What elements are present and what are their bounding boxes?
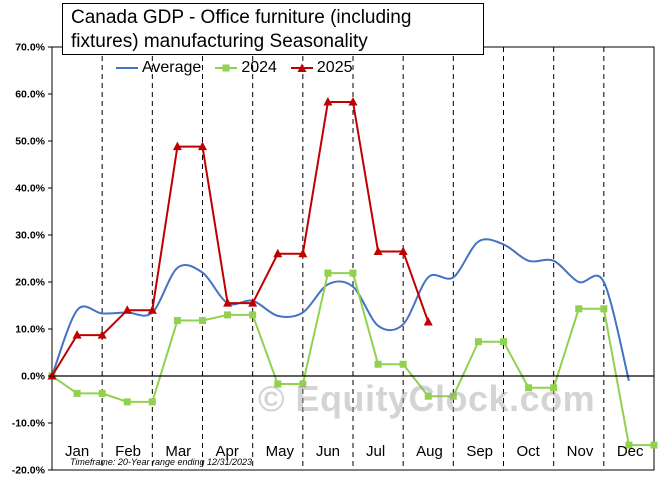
- y-tick-label: 50.0%: [15, 136, 45, 148]
- series-2024-point: [349, 269, 357, 277]
- timeframe-footnote: Timeframe: 20-Year range ending 12/31/20…: [70, 457, 253, 467]
- x-tick-label: Dec: [617, 443, 644, 460]
- series-2024-point: [550, 384, 558, 392]
- chart-title: Canada GDP - Office furniture (including…: [62, 3, 484, 55]
- x-tick-label: Mar: [165, 443, 191, 460]
- series-2024-point: [625, 441, 633, 449]
- x-tick-label: Apr: [216, 443, 239, 460]
- series-2024-point: [324, 269, 332, 277]
- x-tick-label: Nov: [567, 443, 594, 460]
- y-tick-label: 20.0%: [15, 277, 45, 289]
- series-2024-point: [374, 360, 382, 368]
- y-tick-label: 60.0%: [15, 89, 45, 101]
- series-2025-point: [348, 96, 358, 106]
- series-2024-point: [449, 392, 457, 400]
- legend-average-swatch: [116, 67, 138, 69]
- legend: Average 2024 2025: [116, 58, 353, 78]
- chart-title-line-2: fixtures) manufacturing Seasonality: [71, 31, 368, 52]
- x-tick-label: Feb: [115, 443, 141, 460]
- series-2024-point: [148, 398, 156, 406]
- x-tick-label: Jul: [366, 443, 385, 460]
- series-2024-point: [274, 380, 282, 388]
- series-2025-line: [51, 100, 430, 377]
- legend-2024-label: 2024: [241, 59, 277, 76]
- series-2025-point: [248, 298, 258, 307]
- series-2024-point: [98, 389, 106, 397]
- series-2025-point: [323, 96, 333, 106]
- legend-item-average: Average: [116, 59, 201, 77]
- average-series: [51, 238, 630, 381]
- series-2024-point: [123, 398, 131, 406]
- series-2025-point: [198, 141, 207, 151]
- series-2025-point: [273, 248, 283, 258]
- series-2025-point: [398, 246, 408, 255]
- series-2025-point: [373, 246, 383, 255]
- series-2024-point: [650, 441, 658, 449]
- y-tick-label: -10.0%: [12, 418, 46, 430]
- legend-2025-label: 2025: [316, 59, 353, 76]
- series-2025-point: [423, 316, 433, 326]
- legend-average-label: Average: [142, 59, 202, 76]
- average-line: [51, 238, 630, 381]
- legend-2024-swatch: [215, 64, 238, 72]
- y-tick-label: -20.0%: [12, 465, 46, 477]
- chart-title-line-1: Canada GDP - Office furniture (including: [71, 7, 412, 28]
- series-2025-point: [97, 330, 107, 339]
- series-2025-point: [223, 298, 233, 307]
- series-2024-point: [249, 311, 257, 319]
- x-tick-label: Sep: [466, 443, 493, 460]
- series-2024-point: [299, 380, 307, 388]
- series-2025-point: [72, 330, 82, 339]
- y-tick-label: 10.0%: [15, 324, 45, 336]
- y-tick-label: 30.0%: [15, 230, 45, 242]
- series-2024-point: [399, 360, 407, 368]
- series-2024-point: [73, 389, 81, 397]
- legend-item-2024: 2024: [215, 59, 277, 77]
- series-2024-point: [500, 338, 507, 346]
- x-tick-label: Oct: [517, 443, 541, 460]
- series-2025: [47, 96, 433, 380]
- y-tick-label: 40.0%: [15, 183, 45, 195]
- y-tick-label: 70.0%: [15, 42, 45, 54]
- series-2025-point: [47, 371, 57, 380]
- x-tick-label: Jan: [65, 443, 89, 460]
- series-2024-point: [600, 305, 608, 313]
- series-2025-point: [122, 305, 132, 314]
- legend-item-2025: 2025: [290, 59, 353, 77]
- x-tick-label: Aug: [416, 443, 443, 460]
- series-2024-point: [173, 317, 181, 325]
- series-2024-point: [575, 305, 583, 313]
- series-2024-point: [474, 338, 482, 346]
- x-tick-label: Jun: [316, 443, 340, 460]
- x-tick-label: May: [266, 443, 295, 460]
- legend-2025-swatch: [290, 63, 313, 72]
- series-2024-point: [224, 311, 232, 319]
- series-2025-point: [147, 305, 157, 314]
- series-2025-point: [298, 248, 308, 258]
- axis-layer: -20.0% -10.0% 0.0% 10.0% 20.0% 30.0% 40.0% 50.0…: [12, 42, 654, 477]
- series-2024-point: [424, 392, 432, 400]
- series-2025-point: [172, 141, 182, 151]
- series-2024-point: [525, 384, 533, 392]
- series-2024-point: [199, 317, 206, 325]
- y-tick-label: 0.0%: [21, 371, 46, 383]
- watermark: © EquityClock.com: [258, 378, 596, 419]
